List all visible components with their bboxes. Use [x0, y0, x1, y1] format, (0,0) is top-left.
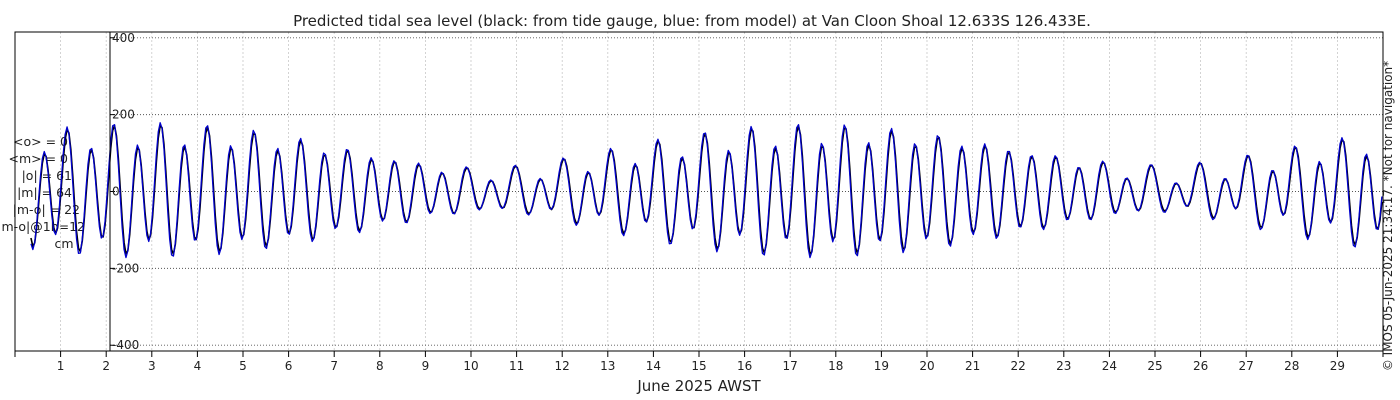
x-tick-label: 5 [239, 359, 247, 373]
x-tick-label: 9 [422, 359, 430, 373]
series-layer [30, 122, 1383, 259]
x-tick-label: 10 [463, 359, 478, 373]
x-tick-label: 28 [1284, 359, 1299, 373]
y-tick-label: 200 [112, 108, 135, 122]
x-tick-label: 11 [509, 359, 524, 373]
x-tick-label: 21 [965, 359, 980, 373]
x-tick-label: 12 [555, 359, 570, 373]
x-tick-label: 18 [828, 359, 843, 373]
x-tick-label: 15 [691, 359, 706, 373]
x-tick-label: 23 [1056, 359, 1071, 373]
credit-text: © IMOS 05-Jun-2025 21:34:17. *Not for na… [1381, 61, 1395, 371]
series-line-model [30, 122, 1383, 259]
x-tick-label: 19 [874, 359, 889, 373]
x-tick-label: 2 [102, 359, 110, 373]
y-tick-label: -400 [112, 338, 139, 352]
chart-title: Predicted tidal sea level (black: from t… [293, 12, 1091, 30]
stat-abs-diff-1h: |m-o|@1h=12 [0, 219, 85, 234]
x-tick-label: 26 [1193, 359, 1208, 373]
x-tick-label: 4 [194, 359, 202, 373]
x-tick-label: 22 [1011, 359, 1026, 373]
stat-abs-observed: |o| = 61 [22, 168, 72, 183]
x-tick-label: 27 [1239, 359, 1254, 373]
stat-mean-model: <m> = 0 [9, 151, 69, 166]
x-tick-labels: 1 2 3 4 5 6 7 8 9 10 11 12 13 14 15 16 17 18 19 20 21 22 23 24 2… [57, 359, 1345, 373]
x-tick-label: 1 [57, 359, 65, 373]
stat-abs-model: |m| = 64 [17, 185, 72, 200]
stats-block: <o> = 0 <m> = 0 |o| = 61 |m| = 64 |m-o| … [0, 134, 85, 251]
stat-unit: cm [54, 236, 73, 251]
x-tick-label: 6 [285, 359, 293, 373]
y-tick-labels: 400 200 0 -200 -400 [112, 31, 139, 352]
x-tick-label: 29 [1330, 359, 1345, 373]
x-tick-label: 24 [1102, 359, 1117, 373]
x-tick-label: 13 [600, 359, 615, 373]
x-tick-label: 16 [737, 359, 752, 373]
x-tick-label: 3 [148, 359, 156, 373]
y-tick-label: 400 [112, 31, 135, 45]
x-tick-label: 14 [646, 359, 661, 373]
x-tick-label: 17 [783, 359, 798, 373]
x-axis-label: June 2025 AWST [636, 377, 761, 395]
stat-mean-observed: <o> = 0 [13, 134, 68, 149]
x-tick-label: 20 [919, 359, 934, 373]
axes [14, 31, 1384, 357]
x-tick-label: 7 [330, 359, 338, 373]
y-tick-label: -200 [112, 261, 139, 275]
series-line-tide-gauge [30, 124, 1383, 255]
x-tick-label: 8 [376, 359, 384, 373]
x-tick-label: 25 [1147, 359, 1162, 373]
stat-abs-diff: |m-o| = 22 [13, 202, 80, 217]
grid-lines [60, 32, 1383, 351]
y-tick-label: 0 [112, 185, 120, 199]
